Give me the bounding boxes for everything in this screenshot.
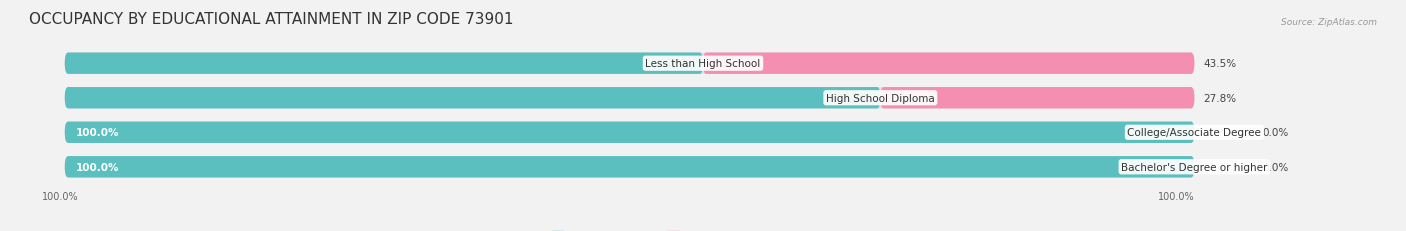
- FancyBboxPatch shape: [65, 53, 703, 75]
- FancyBboxPatch shape: [65, 88, 1194, 109]
- Text: 0.0%: 0.0%: [1263, 128, 1288, 138]
- FancyBboxPatch shape: [65, 122, 1194, 143]
- Text: High School Diploma: High School Diploma: [825, 93, 935, 103]
- FancyBboxPatch shape: [65, 53, 1194, 75]
- Text: 100.0%: 100.0%: [42, 191, 79, 201]
- Text: OCCUPANCY BY EDUCATIONAL ATTAINMENT IN ZIP CODE 73901: OCCUPANCY BY EDUCATIONAL ATTAINMENT IN Z…: [30, 12, 513, 27]
- Text: 43.5%: 43.5%: [1204, 59, 1236, 69]
- FancyBboxPatch shape: [703, 53, 1194, 75]
- Text: 100.0%: 100.0%: [76, 162, 120, 172]
- Text: 27.8%: 27.8%: [1204, 93, 1236, 103]
- Text: Source: ZipAtlas.com: Source: ZipAtlas.com: [1281, 18, 1376, 27]
- Legend: Owner-occupied, Renter-occupied: Owner-occupied, Renter-occupied: [547, 227, 779, 231]
- Text: 0.0%: 0.0%: [1263, 162, 1288, 172]
- Text: 72.2%: 72.2%: [837, 93, 869, 103]
- FancyBboxPatch shape: [65, 156, 1194, 178]
- Text: Bachelor's Degree or higher: Bachelor's Degree or higher: [1121, 162, 1268, 172]
- FancyBboxPatch shape: [65, 88, 880, 109]
- Text: 100.0%: 100.0%: [1157, 191, 1194, 201]
- FancyBboxPatch shape: [65, 156, 1194, 178]
- Text: 100.0%: 100.0%: [76, 128, 120, 138]
- FancyBboxPatch shape: [880, 88, 1194, 109]
- Text: Less than High School: Less than High School: [645, 59, 761, 69]
- Text: 56.5%: 56.5%: [658, 59, 692, 69]
- Text: College/Associate Degree: College/Associate Degree: [1128, 128, 1261, 138]
- FancyBboxPatch shape: [65, 122, 1194, 143]
